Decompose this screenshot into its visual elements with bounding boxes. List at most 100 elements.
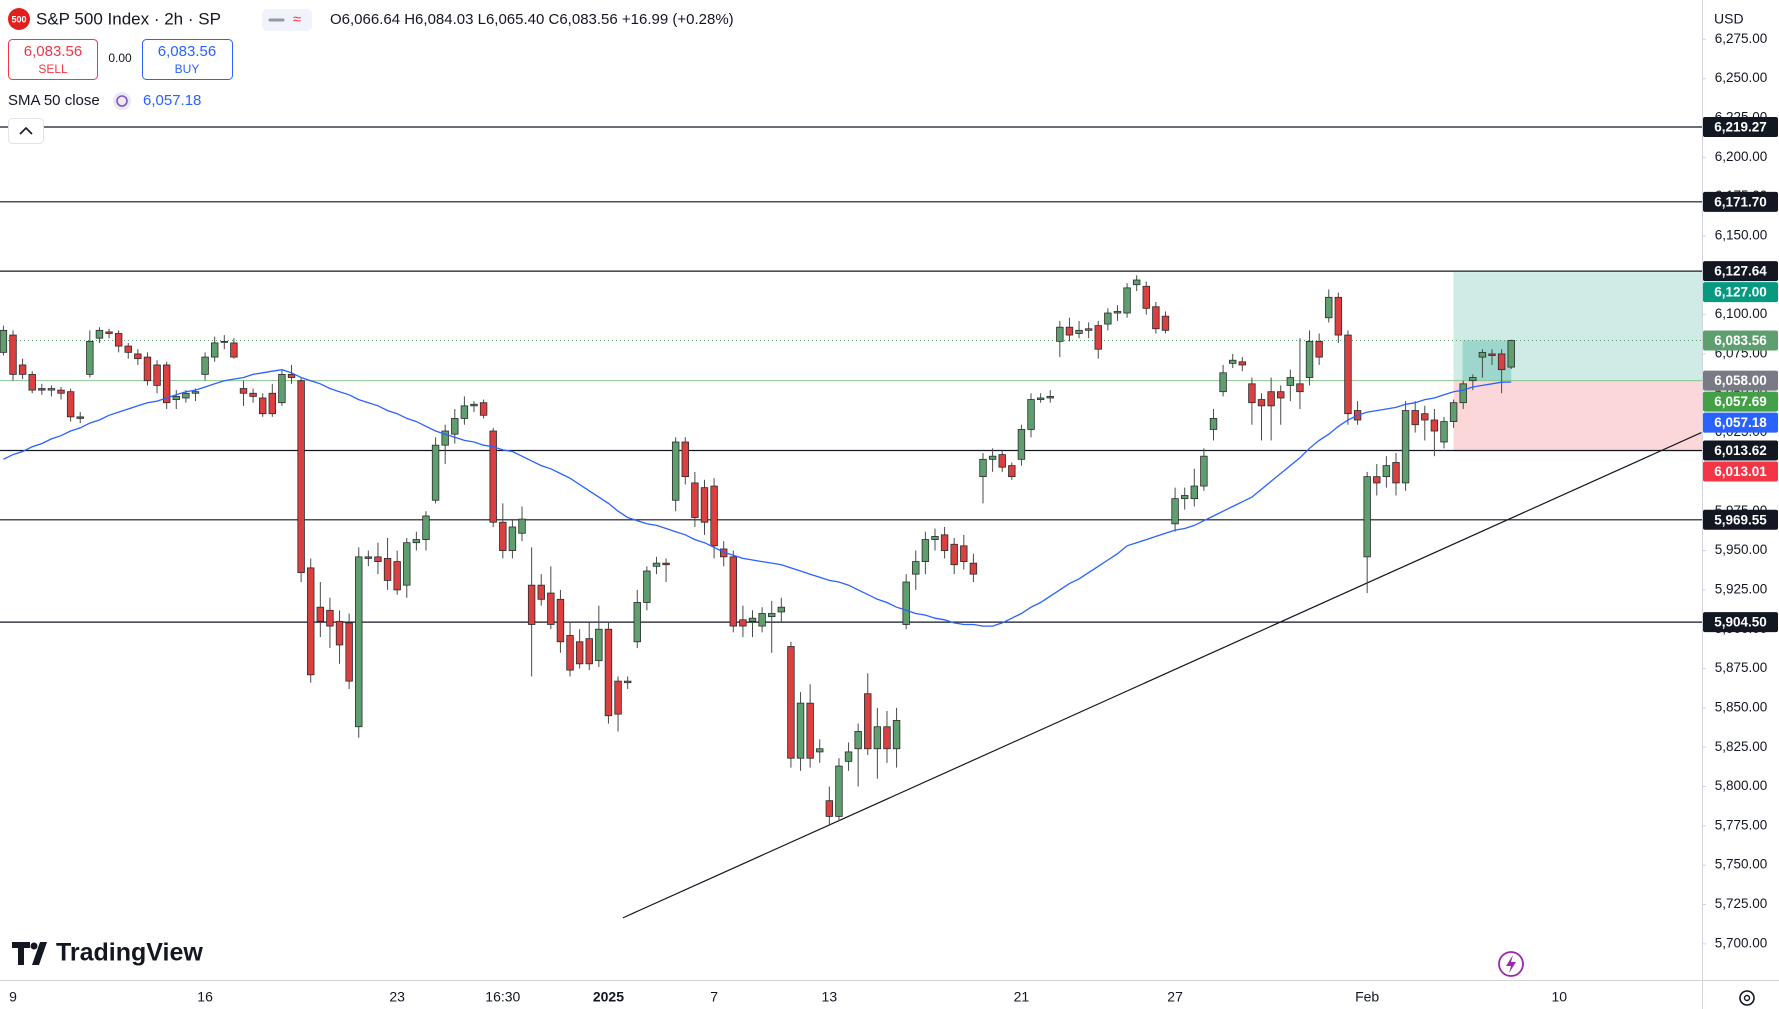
candle-body	[1277, 391, 1285, 399]
candle-body	[585, 638, 593, 665]
candle-body	[1411, 410, 1419, 426]
candle-body	[1161, 315, 1170, 331]
candle-body	[547, 592, 555, 625]
sma-line	[3, 369, 1512, 627]
candle-body	[1315, 340, 1323, 358]
price-label-box	[1703, 261, 1778, 282]
candle-body	[1497, 353, 1506, 371]
x-tick-label: 13	[822, 989, 838, 1005]
candle-body	[940, 534, 949, 551]
candle-body	[114, 333, 123, 347]
collapse-button[interactable]	[8, 118, 44, 144]
status-icon: ≈	[293, 11, 301, 28]
price-label-box	[1703, 116, 1778, 137]
currency[interactable]: USD	[1714, 11, 1744, 27]
candle-body	[614, 680, 622, 715]
candle-body	[796, 702, 805, 759]
candle-body	[134, 353, 142, 360]
candle-body	[249, 392, 257, 397]
candle-body	[1382, 465, 1391, 478]
ohlc: O6,066.64 H6,084.03 L6,065.40 C6,083.56 …	[330, 11, 734, 28]
candle-body	[1430, 419, 1439, 432]
candle-body	[623, 680, 632, 684]
candle-body	[1440, 421, 1448, 443]
price-label-box	[1703, 412, 1778, 433]
sell-button[interactable]	[8, 39, 98, 80]
settings-icon[interactable]	[1739, 990, 1755, 1006]
candle-body	[47, 388, 56, 391]
y-tick-label: 6,275.00	[1715, 31, 1768, 46]
price-label: 6,058.00	[1714, 373, 1767, 388]
candle-body	[681, 441, 689, 478]
indicator-name[interactable]: SMA 50 close	[8, 92, 100, 109]
candle-body	[9, 334, 17, 375]
candle-body	[700, 487, 709, 523]
y-tick-label: 5,775.00	[1715, 817, 1768, 832]
candle-body	[969, 562, 978, 575]
status-pill[interactable]	[262, 9, 312, 31]
target-zone	[1453, 272, 1702, 381]
candle-body	[1046, 396, 1054, 399]
candle-body	[1017, 429, 1026, 460]
candle-body	[297, 380, 305, 573]
candle-body	[76, 416, 84, 419]
y-tick-label: 5,725.00	[1715, 896, 1768, 911]
x-tick-label: 7	[710, 989, 718, 1005]
candle-body	[499, 521, 507, 551]
candle-body	[479, 402, 488, 416]
candle-body	[1036, 397, 1045, 400]
candle-body	[1084, 328, 1093, 331]
candle-body	[950, 543, 958, 566]
candle-body	[355, 556, 363, 728]
candle-body	[259, 397, 267, 415]
price-label-box	[1703, 330, 1778, 351]
y-tick-label: 6,150.00	[1715, 228, 1768, 243]
candle-body	[307, 567, 315, 676]
candle-body	[412, 539, 421, 544]
candle-body	[902, 581, 910, 625]
x-tick-label: 21	[1014, 989, 1030, 1005]
x-tick-label: 9	[9, 989, 17, 1005]
candle-body	[316, 606, 325, 622]
price-label-box	[1703, 509, 1778, 530]
candle-body	[854, 731, 862, 750]
y-tick-label: 5,875.00	[1715, 660, 1768, 675]
candle-body	[556, 598, 565, 643]
candle-body	[892, 720, 901, 750]
candle-body	[1171, 498, 1179, 525]
candle-body	[1190, 485, 1198, 500]
candle-body	[143, 356, 152, 382]
price-label: 6,171.70	[1714, 194, 1767, 209]
candle-body	[162, 364, 171, 404]
y-tick-label: 5,950.00	[1715, 542, 1768, 557]
y-tick-label: 6,100.00	[1715, 306, 1768, 321]
candle-body	[777, 606, 786, 613]
indicator-icon[interactable]	[113, 92, 131, 110]
symbol[interactable]: S&P 500 Index · 2h · SP	[36, 9, 221, 28]
candle-body	[191, 391, 200, 394]
candle-body	[1056, 326, 1064, 342]
candle-body	[835, 765, 843, 817]
brand-icon	[30, 942, 38, 950]
candle-body	[1296, 383, 1304, 393]
y-tick-label: 6,250.00	[1715, 70, 1768, 85]
candle-body	[575, 641, 584, 665]
alert-icon[interactable]	[1498, 951, 1524, 977]
candle-body	[1075, 329, 1083, 334]
candle-body	[1094, 325, 1102, 350]
candle-body	[201, 356, 209, 375]
candle-body	[1142, 285, 1150, 309]
candle-body	[210, 342, 219, 358]
y-tick-label: 5,925.00	[1715, 581, 1768, 596]
alert-icon	[1506, 955, 1516, 973]
candle-body	[1008, 465, 1016, 478]
candle-body	[1229, 359, 1237, 364]
indicator-value: 6,057.18	[143, 92, 201, 109]
candle-body	[220, 340, 228, 343]
trendline	[622, 432, 1702, 919]
candle-body	[0, 329, 8, 353]
candle-body	[806, 702, 814, 759]
buy-button[interactable]	[142, 39, 233, 80]
candle-body	[86, 340, 94, 375]
